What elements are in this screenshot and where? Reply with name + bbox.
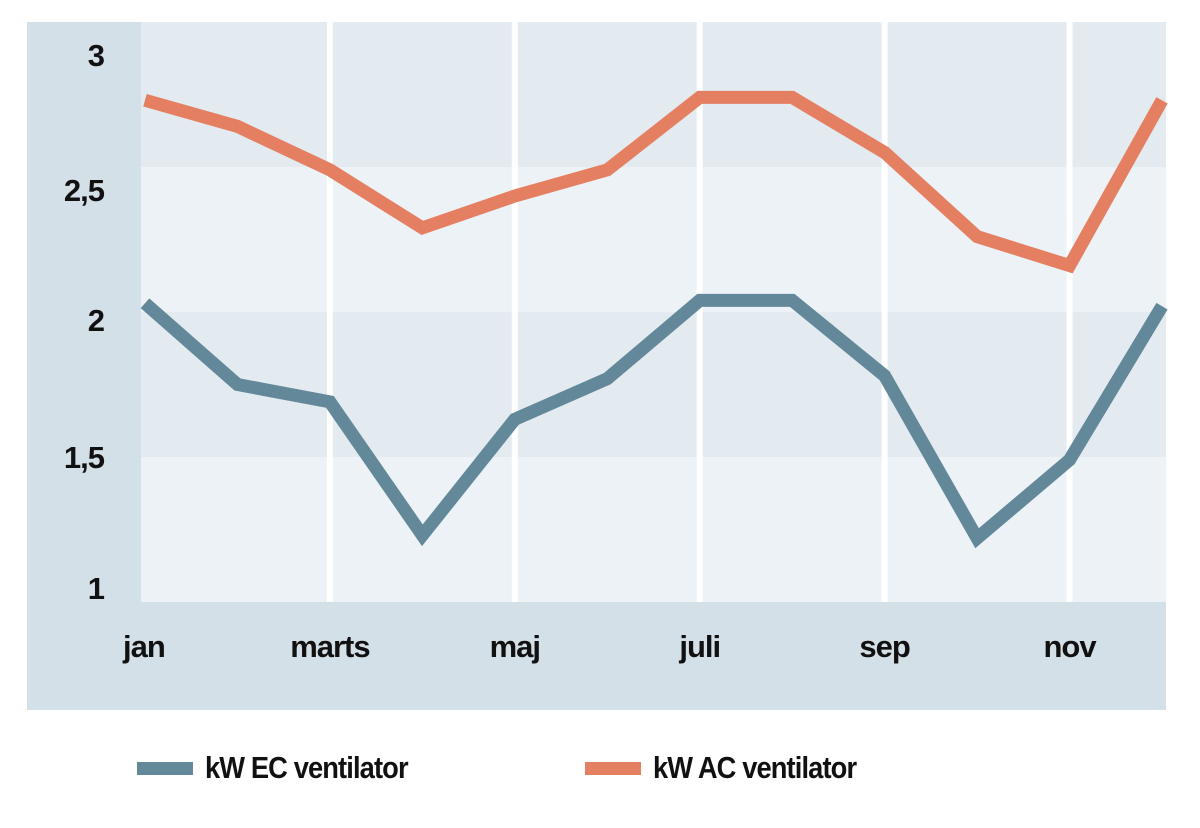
grid-band [141, 457, 1166, 602]
legend-item-ec: kW EC ventilator [137, 750, 435, 786]
grid-band [141, 167, 1166, 312]
legend-swatch-ac [585, 761, 641, 775]
legend-item-ac: kW AC ventilator [585, 750, 884, 786]
legend-label-ec: kW EC ventilator [205, 750, 409, 785]
y-tick-label: 1,5 [64, 440, 105, 475]
series-line-ec [140, 293, 1168, 549]
grid-band [141, 22, 1166, 167]
series-line-ac [143, 90, 1168, 274]
y-tick-label: 1 [88, 571, 105, 606]
y-tick-label: 2 [88, 303, 104, 338]
legend-label-ac: kW AC ventilator [653, 750, 857, 785]
x-tick-label: sep [859, 629, 909, 664]
legend-swatch-ec [137, 761, 193, 775]
x-tick-label: maj [490, 629, 540, 664]
x-tick-label: jan [122, 629, 165, 664]
y-tick-label: 2,5 [64, 173, 105, 208]
x-tick-label: nov [1043, 629, 1097, 664]
x-tick-label: marts [290, 629, 369, 664]
y-tick-label: 3 [88, 38, 105, 73]
x-tick-label: juli [678, 629, 720, 664]
